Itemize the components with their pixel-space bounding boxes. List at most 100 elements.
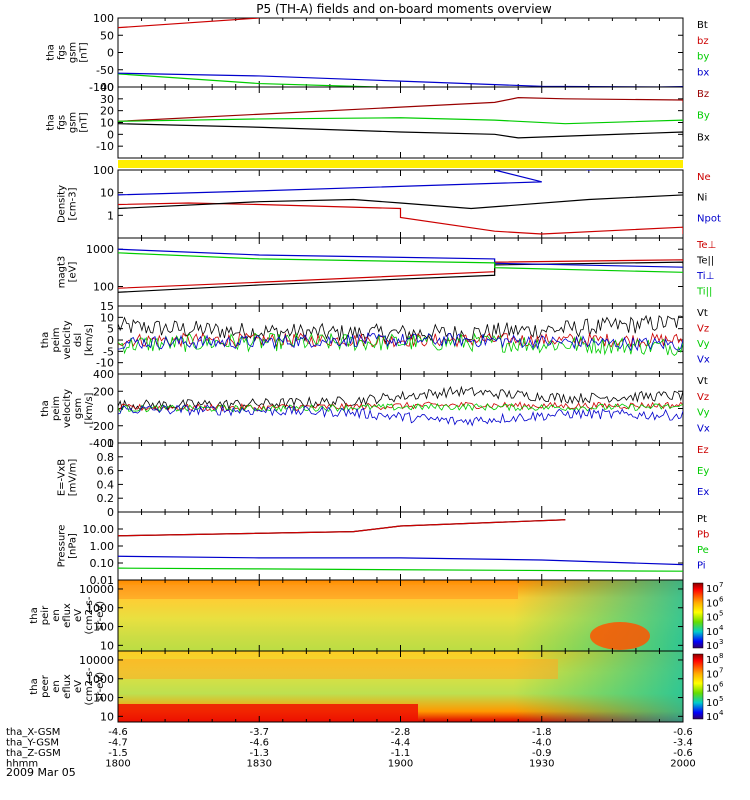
y-tick-label: 1 <box>107 209 114 222</box>
series-Ti⊥ <box>118 248 683 272</box>
y-tick-label: 30 <box>100 93 114 106</box>
y-tick-label: -100 <box>89 81 114 94</box>
y-tick-label: 100 <box>93 12 114 25</box>
y-tick-label: 10 <box>100 187 114 200</box>
legend-Bz: Bz <box>697 89 709 100</box>
y-tick-label: -10 <box>96 357 114 370</box>
y-tick-label: 10000 <box>79 654 114 667</box>
colorbar-tick-exponent: 4 <box>719 709 724 717</box>
y-tick-label: 1.00 <box>90 540 115 553</box>
colorbar-tick-exponent: 5 <box>719 610 723 618</box>
y-tick-label: 10 <box>100 710 114 723</box>
ephemeris-value: -4.4 <box>391 738 411 749</box>
ephemeris-value: -4.6 <box>249 738 269 749</box>
colorbar <box>692 582 704 649</box>
y-tick-label: 50 <box>100 29 114 42</box>
y-tick-label: 100 <box>93 692 114 705</box>
series-Vx <box>118 404 683 427</box>
ephemeris-value: -1.5 <box>108 748 128 759</box>
ephemeris-value: -4.7 <box>108 738 128 749</box>
ephemeris-label: tha_X-GSM <box>6 727 60 738</box>
colorbar-tick-exponent: 6 <box>719 595 724 603</box>
y-axis-label: Pressure[nPa] <box>57 525 79 568</box>
y-axis-label: thapeirenefluxeV(cm2-s-sr-eV) <box>29 596 106 634</box>
series-Vz <box>118 401 683 412</box>
panel-frame <box>117 442 684 513</box>
colorbar-tick-exponent: 5 <box>719 695 723 703</box>
ephemeris-value: -1.1 <box>391 748 411 759</box>
legend-Vz: Vz <box>697 324 709 335</box>
y-tick-label: -400 <box>89 437 114 450</box>
colorbar-tick: 10 <box>706 627 719 638</box>
y-tick-label: 10.00 <box>83 523 115 536</box>
ephemeris-label: tha_Y-GSM <box>6 738 59 749</box>
legend-Npot: Npot <box>697 213 721 224</box>
panel-1: 100 50 0 -50 -100 thafgsgsm[nT] Bt bz by bx <box>46 12 710 94</box>
y-tick-label: 1 <box>107 437 114 450</box>
legend-Vy: Vy <box>697 339 710 350</box>
legend-Pt: Pt <box>697 514 707 525</box>
colorbar-tick: 10 <box>706 669 719 680</box>
legend-Te||: Te|| <box>696 256 714 267</box>
y-axis-label: thafgsgsm[nT] <box>46 112 90 133</box>
y-axis-label: thapeimvelocitygsm[km/s] <box>40 389 95 428</box>
colorbar-tick: 10 <box>706 655 719 666</box>
ephemeris-value: -1.8 <box>532 727 552 738</box>
y-tick-label: 400 <box>93 368 114 381</box>
y-tick-label: 0.10 <box>90 557 115 570</box>
legend-Vx: Vx <box>697 355 710 366</box>
series-Pe <box>118 567 683 574</box>
y-tick-label: 0.6 <box>97 465 115 478</box>
y-tick-label: 0.4 <box>97 478 115 491</box>
panels: 100500-50-100thafgsgsm[nT]Btbzbybx403020… <box>29 12 724 723</box>
series-Ti|| <box>118 252 683 276</box>
y-tick-label: 1000 <box>86 673 114 686</box>
y-axis-label: thafgsgsm[nT] <box>46 42 90 63</box>
y-axis-label: E=-VxB[mV/m] <box>57 459 79 497</box>
series-by <box>118 73 398 87</box>
legend-Ti⊥: Ti⊥ <box>696 271 714 282</box>
ephemeris-value: -0.6 <box>673 727 693 738</box>
series-Ni <box>118 194 683 228</box>
legend-Ni: Ni <box>697 193 707 204</box>
colorbar-tick: 10 <box>706 584 719 595</box>
ephemeris-value: -4.6 <box>108 727 128 738</box>
series-Vt <box>118 385 683 412</box>
date-label: 2009 Mar 05 <box>6 766 76 779</box>
panel-frame <box>117 17 684 88</box>
y-tick-label: -200 <box>89 420 114 433</box>
mode-bar <box>118 160 683 168</box>
y-axis-label: thapeimvelocitydsl[km/s] <box>40 320 95 359</box>
y-axis-label: thapeerenefluxeV(cm2-s-sr-eV) <box>29 667 106 705</box>
y-tick-label: 0 <box>107 334 114 347</box>
y-tick-label: -50 <box>96 64 114 77</box>
y-axis-label: magt3[eV] <box>57 256 79 289</box>
colorbar <box>692 653 704 720</box>
legend-Ti||: Ti|| <box>696 287 712 298</box>
ephemeris-value: -1.3 <box>249 748 269 759</box>
colorbar-tick-exponent: 4 <box>719 624 724 632</box>
y-tick-label: 0 <box>107 403 114 416</box>
y-tick-label: 100 <box>93 281 114 294</box>
colorbar-tick: 10 <box>706 712 719 723</box>
colorbar-tick-exponent: 7 <box>719 581 723 589</box>
ephemeris-value: -3.7 <box>249 727 269 738</box>
legend-Pi: Pi <box>697 561 706 572</box>
legend-Ex: Ex <box>697 487 709 498</box>
legend-Pe: Pe <box>697 545 709 556</box>
ephemeris-value: 1930 <box>529 759 554 770</box>
y-axis-label: Density[cm-3] <box>57 185 79 223</box>
ephemeris-value: -4.0 <box>532 738 552 749</box>
legend-Vt: Vt <box>697 376 708 387</box>
legend-Bt: Bt <box>697 20 708 31</box>
series-Bz <box>118 97 683 122</box>
y-tick-label: 100 <box>93 164 114 177</box>
series-Vt <box>118 314 683 344</box>
legend-Ey: Ey <box>697 466 709 477</box>
series-By <box>118 117 683 125</box>
series-bx <box>118 72 683 87</box>
